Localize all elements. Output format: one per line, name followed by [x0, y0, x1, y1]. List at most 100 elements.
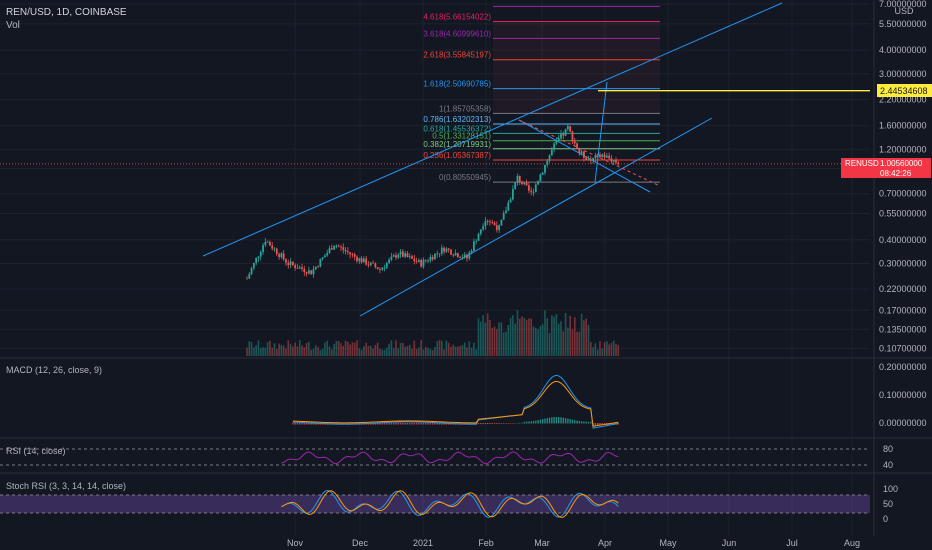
volume-bar: [349, 344, 351, 356]
macd-histogram-bar: [512, 423, 514, 424]
volume-bar: [367, 346, 370, 356]
candle-body: [307, 270, 310, 274]
volume-bar: [271, 347, 274, 356]
x-tick-label: Mar: [534, 538, 550, 548]
volume-bar: [528, 318, 530, 356]
candle-body: [532, 191, 535, 193]
candle-body: [252, 262, 255, 269]
macd-histogram-bar: [402, 423, 404, 425]
candle-body: [596, 154, 599, 156]
candle-body: [333, 246, 335, 250]
candle-body: [521, 182, 523, 185]
current-price-label: RENUSD 1.00560000 08:42:26: [841, 158, 931, 178]
candle-body: [346, 251, 349, 253]
candle-body: [537, 181, 539, 185]
volume-bar: [443, 349, 445, 356]
candle-body: [356, 256, 358, 262]
volume-bar: [576, 331, 578, 356]
volume-bar: [498, 322, 500, 356]
candle-body: [431, 256, 434, 260]
volume-bar: [282, 345, 285, 356]
candle-body: [376, 267, 379, 270]
volume-bar: [250, 342, 253, 356]
y-tick-label: 0.22000000: [879, 284, 927, 294]
candle-body: [427, 260, 429, 262]
macd-histogram-bar: [516, 422, 519, 424]
volume-bar: [386, 347, 388, 356]
candle-body: [353, 254, 356, 257]
macd-histogram-bar: [411, 423, 413, 425]
candle-body: [605, 155, 608, 158]
volume-bar: [539, 325, 542, 356]
volume-bar: [248, 341, 251, 356]
macd-histogram-bar: [429, 423, 432, 425]
macd-histogram-bar: [379, 423, 381, 425]
volume-bar: [335, 340, 338, 356]
stoch-pane-title: Stoch RSI (3, 3, 14, 14, close): [6, 481, 126, 491]
volume-bar: [491, 328, 494, 356]
volume-bar: [289, 343, 292, 356]
price-axis[interactable]: 7.00000000 5.50000000 4.00000000 3.00000000…: [873, 0, 927, 536]
candle-body: [525, 182, 528, 186]
candle-body: [340, 246, 342, 248]
candle-body: [493, 222, 496, 226]
y-tick-label: 0.55000000: [879, 209, 927, 219]
volume-bar: [555, 314, 558, 356]
volume-bar: [278, 343, 280, 356]
candle-body: [269, 241, 271, 246]
x-tick-label: Dec: [352, 538, 369, 548]
y-tick-label: 0.17000000: [879, 305, 927, 315]
candle-body: [530, 190, 533, 193]
fib-label: 1.618(2.50690785): [423, 80, 491, 89]
candle-body: [413, 258, 416, 262]
volume-bars: [246, 310, 620, 356]
volume-bar: [573, 317, 576, 356]
volume-bar: [413, 340, 416, 356]
macd-pane-title: MACD (12, 26, close, 9): [6, 365, 102, 375]
macd-histogram-bar: [587, 421, 590, 424]
macd-histogram-bar: [532, 420, 535, 424]
macd-histogram-bar: [503, 423, 505, 424]
candle-body: [330, 248, 333, 250]
candle-body: [298, 267, 301, 269]
fib-label: 0.786(1.63202313): [423, 115, 491, 124]
macd-histogram-bar: [594, 423, 597, 426]
macd-tick-label: 0.00000000: [879, 418, 927, 428]
candle-body: [388, 259, 391, 263]
macd-histogram-bar: [519, 422, 521, 424]
volume-bar: [546, 318, 549, 356]
volume-bar: [333, 343, 335, 356]
candle-body: [262, 245, 264, 253]
macd-histogram-bar: [370, 423, 372, 425]
macd-histogram-bar: [498, 423, 500, 424]
x-tick-label: Jul: [786, 538, 798, 548]
candle-body: [511, 189, 514, 200]
candle-body: [482, 226, 484, 230]
volume-bar: [305, 343, 308, 356]
macd-histogram-bar: [477, 423, 480, 425]
volume-bar: [376, 342, 379, 356]
volume-bar: [436, 341, 439, 356]
candle-body: [397, 254, 400, 258]
y-tick-label: 0.13500000: [879, 324, 927, 334]
macd-histogram-bar: [535, 420, 537, 424]
candle-body: [555, 140, 558, 144]
volume-bar: [580, 313, 583, 356]
time-axis[interactable]: Nov Dec 2021 Feb Mar Apr May Jun Jul Aug: [287, 538, 860, 548]
volume-bar: [372, 348, 374, 356]
macd-histogram-bar: [555, 416, 558, 424]
candle-body: [608, 155, 611, 159]
volume-bar: [468, 341, 471, 356]
volume-bar: [601, 348, 604, 356]
volume-bar: [518, 318, 521, 356]
signal-line: [292, 380, 619, 427]
candle-body: [365, 258, 368, 265]
volume-bar: [463, 342, 466, 356]
stoch-tick-label: 0: [883, 514, 888, 524]
candle-body: [615, 160, 617, 163]
candle-body: [509, 199, 512, 203]
macd-histogram-bar: [585, 421, 587, 424]
macd-histogram-bar: [443, 423, 445, 425]
candle-body: [301, 267, 303, 269]
